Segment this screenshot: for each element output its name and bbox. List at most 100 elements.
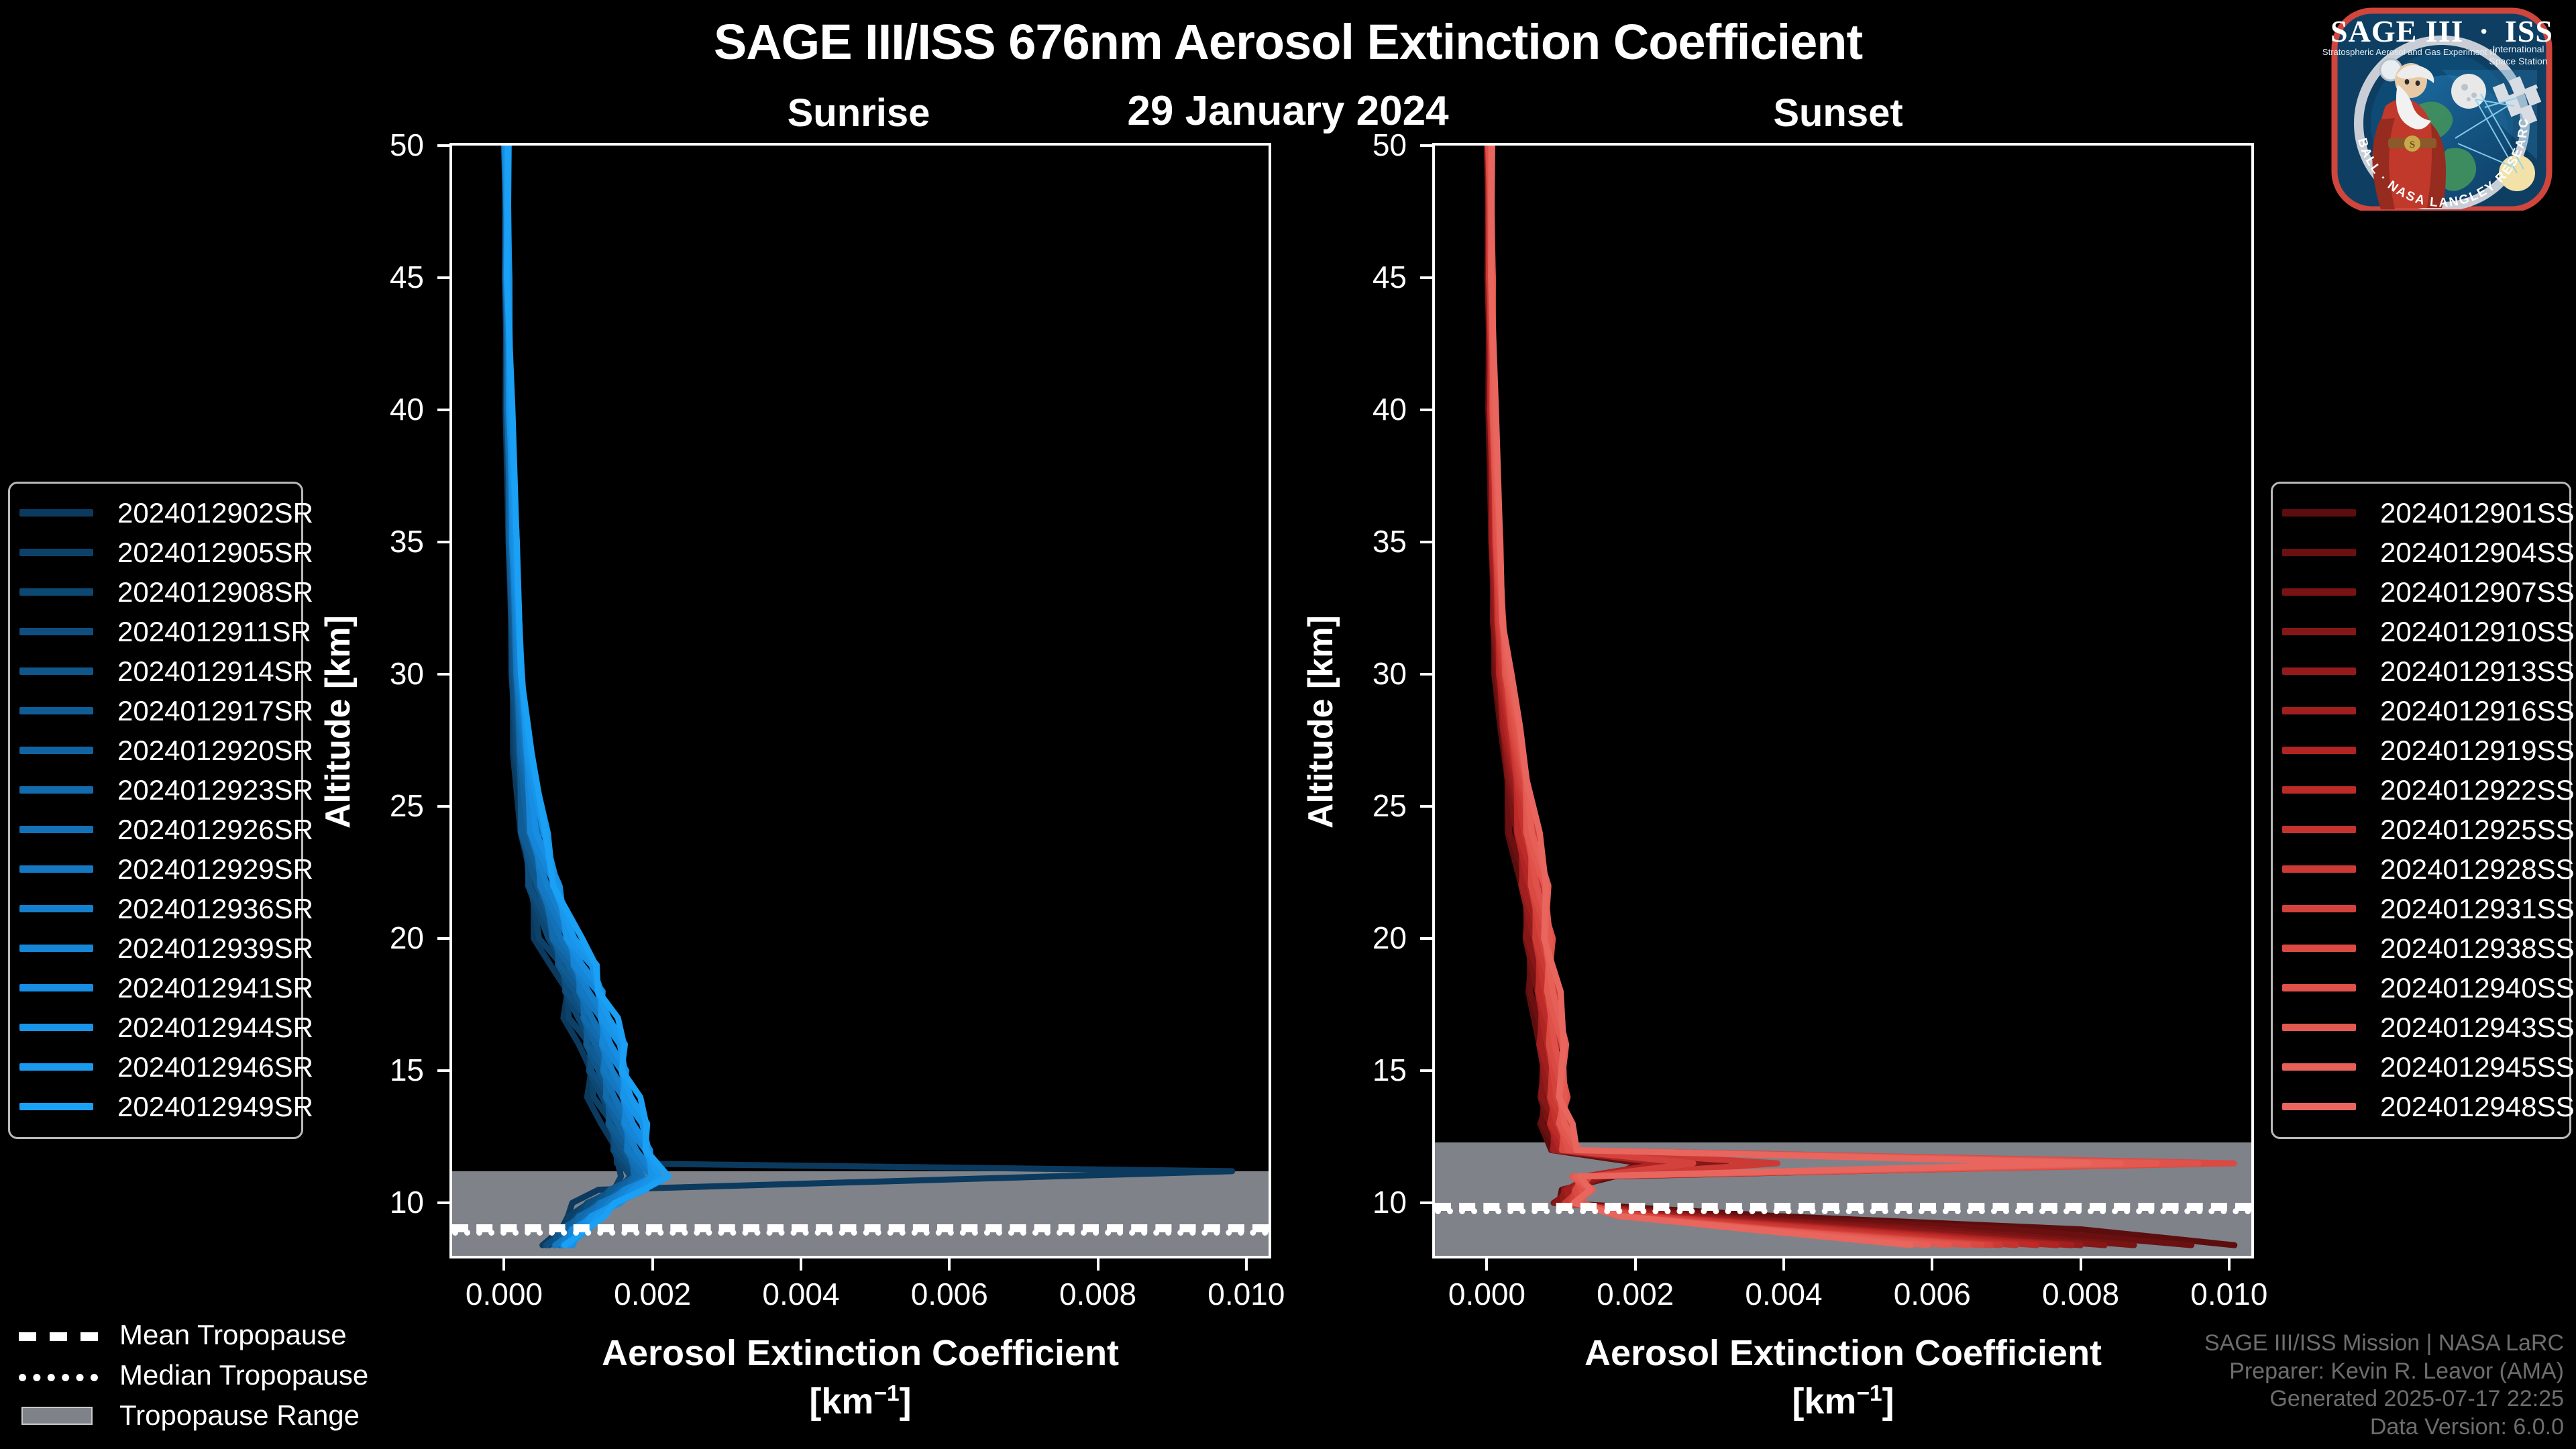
sage-iii-iss-mission-patch-logo: S BALL · NASA LANGLEY RESEARCH CENTER · …	[2316, 5, 2568, 213]
legend-item-2024012901ss[interactable]: 2024012901SS	[2282, 493, 2575, 533]
sunset-ytick-label-45: 45	[1372, 260, 1407, 295]
sunset-legend-label: 2024012919SS	[2380, 734, 2575, 766]
sunrise-legend-label: 2024012944SR	[117, 1011, 313, 1043]
sunset-legend-color-swatch	[2282, 1103, 2356, 1110]
sunset-legend-label: 2024012931SS	[2380, 892, 2575, 924]
sunset-legend-color-swatch	[2282, 628, 2356, 635]
legend-item-2024012929sr[interactable]: 2024012929SR	[19, 849, 313, 889]
sunrise-ytick-mark-15	[437, 1069, 449, 1073]
sunrise-ytick-mark-20	[437, 937, 449, 941]
legend-item-2024012925ss[interactable]: 2024012925SS	[2282, 810, 2575, 849]
sunset-ytick-label-40: 40	[1372, 392, 1407, 427]
legend-item-2024012914sr[interactable]: 2024012914SR	[19, 651, 313, 691]
legend-item-2024012922ss[interactable]: 2024012922SS	[2282, 770, 2575, 810]
legend-item-2024012919ss[interactable]: 2024012919SS	[2282, 731, 2575, 770]
sunrise-legend-color-swatch	[19, 707, 93, 714]
legend-item-2024012904ss[interactable]: 2024012904SS	[2282, 533, 2575, 572]
legend-item-2024012902sr[interactable]: 2024012902SR	[19, 493, 313, 533]
legend-item-2024012938ss[interactable]: 2024012938SS	[2282, 928, 2575, 968]
legend-item-2024012931ss[interactable]: 2024012931SS	[2282, 889, 2575, 928]
sunrise-legend-color-swatch	[19, 509, 93, 517]
sunset-legend-color-swatch	[2282, 509, 2356, 517]
profile-line	[1488, 146, 2208, 1245]
sunrise-xtick-mark-1	[651, 1258, 654, 1271]
sunrise-legend-label: 2024012946SR	[117, 1051, 313, 1083]
sunset-ytick-mark-40	[1420, 409, 1432, 412]
sunrise-curves	[452, 146, 1269, 1256]
sunrise-plot-area	[449, 143, 1271, 1258]
legend-item-2024012946sr[interactable]: 2024012946SR	[19, 1047, 313, 1087]
logo-title-sage: SAGE III	[2330, 14, 2463, 48]
sunrise-legend-label: 2024012939SR	[117, 932, 313, 964]
sunrise-xtick-mark-5	[1244, 1258, 1248, 1271]
legend-item-2024012928ss[interactable]: 2024012928SS	[2282, 849, 2575, 889]
sunrise-legend-color-swatch	[19, 786, 93, 794]
legend-item-2024012910ss[interactable]: 2024012910SS	[2282, 612, 2575, 651]
legend-item-2024012945ss[interactable]: 2024012945SS	[2282, 1047, 2575, 1087]
sunset-legend-label: 2024012945SS	[2380, 1051, 2575, 1083]
legend-item-median-tropopause: Median Tropopause	[19, 1355, 435, 1395]
tropopause-range-key-icon	[19, 1405, 98, 1426]
sunset-xtick-label-5: 0.010	[2190, 1277, 2268, 1311]
legend-item-2024012940ss[interactable]: 2024012940SS	[2282, 968, 2575, 1008]
profile-line	[1491, 146, 2089, 1245]
sunset-legend-label: 2024012922SS	[2380, 773, 2575, 806]
legend-item-2024012944sr[interactable]: 2024012944SR	[19, 1008, 313, 1047]
legend-item-2024012923sr[interactable]: 2024012923SR	[19, 770, 313, 810]
legend-item-2024012908sr[interactable]: 2024012908SR	[19, 572, 313, 612]
sunset-legend-label: 2024012901SS	[2380, 496, 2575, 529]
legend-item-2024012913ss[interactable]: 2024012913SS	[2282, 651, 2575, 691]
sunrise-legend-color-swatch	[19, 984, 93, 991]
legend-item-2024012905sr[interactable]: 2024012905SR	[19, 533, 313, 572]
sunset-legend-label: 2024012943SS	[2380, 1011, 2575, 1043]
sunset-legend-color-swatch	[2282, 826, 2356, 833]
legend-item-2024012948ss[interactable]: 2024012948SS	[2282, 1087, 2575, 1126]
median-tropopause-label: Median Tropopause	[119, 1359, 369, 1391]
sunset-plot-area	[1432, 143, 2254, 1258]
legend-item-2024012943ss[interactable]: 2024012943SS	[2282, 1008, 2575, 1047]
sunset-ytick-label-10: 10	[1372, 1185, 1407, 1220]
sunset-xtick-mark-2	[1782, 1258, 1785, 1271]
legend-item-2024012941sr[interactable]: 2024012941SR	[19, 968, 313, 1008]
sunrise-x-units-text: [km−1]	[809, 1381, 912, 1421]
sunrise-ytick-label-15: 15	[389, 1053, 424, 1088]
profile-line	[1491, 146, 2156, 1245]
legend-item-2024012920sr[interactable]: 2024012920SR	[19, 731, 313, 770]
sunrise-ytick-label-20: 20	[389, 920, 424, 956]
legend-item-2024012949sr[interactable]: 2024012949SR	[19, 1087, 313, 1126]
legend-item-2024012917sr[interactable]: 2024012917SR	[19, 691, 313, 731]
legend-item-2024012911sr[interactable]: 2024012911SR	[19, 612, 311, 651]
sunrise-series-legend[interactable]: 2024012902SR 2024012905SR 2024012908SR 2024…	[8, 482, 313, 1139]
sunset-legend-label: 2024012913SS	[2380, 655, 2575, 687]
legend-item-2024012926sr[interactable]: 2024012926SR	[19, 810, 313, 849]
sunset-ytick-mark-45	[1420, 276, 1432, 280]
sunrise-legend-label: 2024012923SR	[117, 773, 313, 806]
sunset-legend-label: 2024012925SS	[2380, 813, 2575, 845]
sunset-x-units-text: [km−1]	[1792, 1381, 1894, 1421]
sunrise-legend-label: 2024012926SR	[117, 813, 313, 845]
sunset-legend-label: 2024012910SS	[2380, 615, 2575, 647]
sunrise-ytick-mark-45	[437, 276, 449, 280]
profile-line	[507, 146, 669, 1245]
legend-item-2024012936sr[interactable]: 2024012936SR	[19, 889, 313, 928]
legend-item-2024012939sr[interactable]: 2024012939SR	[19, 928, 313, 968]
sunset-xtick-label-4: 0.008	[2041, 1277, 2120, 1311]
sunset-ytick-mark-15	[1420, 1069, 1432, 1073]
sunset-ytick-mark-20	[1420, 937, 1432, 941]
sunset-xtick-label-0: 0.000	[1448, 1277, 1525, 1311]
sunrise-x-axis-units: [km−1]	[449, 1381, 1271, 1422]
legend-item-2024012907ss[interactable]: 2024012907SS	[2282, 572, 2575, 612]
sunset-legend-color-swatch	[2282, 1024, 2356, 1031]
sunrise-ytick-label-10: 10	[389, 1185, 424, 1220]
sunset-legend-label: 2024012928SS	[2380, 853, 2575, 885]
mean-tropopause-label: Mean Tropopause	[119, 1319, 347, 1350]
sunset-series-legend[interactable]: 2024012901SS 2024012904SS 2024012907SS 2024…	[2271, 482, 2575, 1139]
sunset-ytick-label-35: 35	[1372, 524, 1407, 559]
sunrise-legend-color-swatch	[19, 549, 93, 556]
sunrise-legend-label: 2024012949SR	[117, 1090, 313, 1122]
sunset-ytick-label-25: 25	[1372, 788, 1407, 824]
legend-item-2024012916ss[interactable]: 2024012916SS	[2282, 691, 2575, 731]
sunset-legend-color-swatch	[2282, 786, 2356, 794]
sunset-panel-title: Sunset	[1773, 91, 1903, 135]
sunset-legend-color-swatch	[2282, 1063, 2356, 1071]
